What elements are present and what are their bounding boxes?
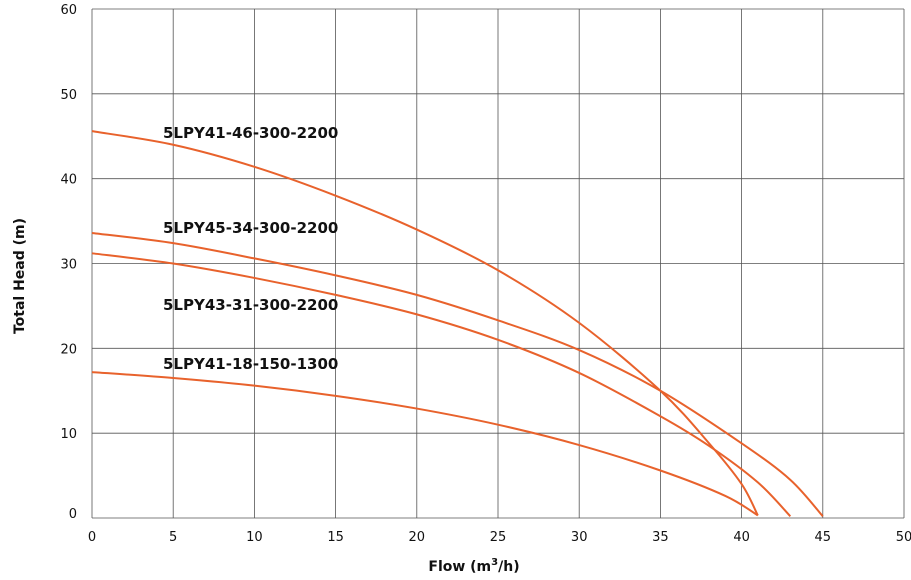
- series-line: [91, 231, 824, 517]
- x-tick-label: 40: [733, 530, 750, 545]
- x-tick-label: 45: [815, 530, 832, 545]
- x-tick-label: 30: [571, 530, 588, 545]
- series-line: [91, 252, 792, 517]
- y-tick-label: 50: [60, 88, 77, 103]
- y-tick-label: 30: [60, 258, 77, 273]
- series-label: 5LPY41-46-300-2200: [163, 124, 338, 142]
- x-tick-label: 10: [246, 530, 263, 545]
- y-axis-title: Total Head (m): [12, 218, 28, 334]
- series-label: 5LPY41-18-150-1300: [163, 355, 338, 373]
- grid: [91, 8, 905, 519]
- x-tick-label: 0: [88, 530, 96, 545]
- x-axis-title: Flow (m3/h): [428, 557, 519, 575]
- y-tick-labels: 0 10 20 30 40 50 60: [60, 3, 77, 522]
- series-line: [91, 371, 759, 517]
- series-labels: 5LPY41-46-300-2200 5LPY45-34-300-2200 5LPY…: [163, 124, 338, 373]
- x-tick-label: 15: [327, 530, 344, 545]
- y-tick-label: 10: [60, 427, 77, 442]
- y-tick-label: 40: [60, 173, 77, 188]
- x-tick-labels: 0 5 10 15 20 25 30 35 40 45 50: [88, 530, 911, 545]
- y-tick-label: 60: [60, 3, 77, 18]
- x-tick-label: 5: [169, 530, 177, 545]
- x-tick-label: 50: [896, 530, 911, 545]
- x-tick-label: 35: [652, 530, 669, 545]
- y-tick-label: 20: [60, 342, 77, 357]
- x-tick-label: 25: [490, 530, 507, 545]
- series-label: 5LPY45-34-300-2200: [163, 219, 338, 237]
- x-tick-label: 20: [409, 530, 426, 545]
- y-tick-label: 0: [69, 507, 77, 522]
- series-line: [91, 130, 759, 516]
- series-label: 5LPY43-31-300-2200: [163, 296, 338, 314]
- curves: [91, 130, 824, 517]
